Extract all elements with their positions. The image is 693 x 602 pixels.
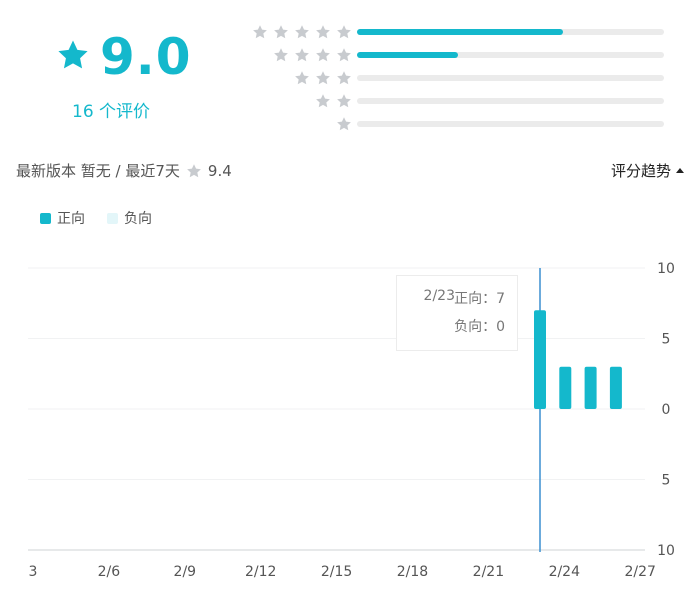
caret-up-icon — [676, 168, 684, 173]
distribution-bar-fill — [357, 29, 563, 35]
chart-legend: 正向 负向 — [40, 208, 152, 228]
chart-tooltip: 2/23 正向：7 负向：0 — [396, 275, 518, 351]
recent-score: 9.4 — [207, 162, 232, 180]
x-tick-label: 2/27 — [624, 564, 655, 580]
legend-swatch-positive — [40, 212, 51, 224]
tooltip-positive: 正向：7 — [454, 291, 505, 307]
y-tick-label: 10 — [657, 261, 675, 277]
review-count: 16 个评价 — [72, 102, 151, 122]
star-group — [273, 47, 352, 63]
star-icon — [337, 48, 351, 62]
rating-score: 9.0 — [100, 28, 192, 86]
x-tick-label: 3 — [29, 564, 38, 580]
star-icon — [316, 94, 330, 108]
version-info: 最新版本 暂无 / 最近7天 9.4 — [16, 160, 232, 182]
y-tick-label: 5 — [662, 473, 671, 489]
distribution-row-1-star — [230, 116, 670, 132]
y-tick-label: 10 — [657, 543, 675, 559]
y-tick-label: 0 — [662, 402, 671, 418]
star-icon — [295, 71, 309, 85]
x-tick-label: 2/24 — [549, 564, 581, 580]
distribution-bar-track — [357, 121, 664, 127]
bar-positive — [584, 366, 597, 409]
star-icon — [295, 48, 309, 62]
star-icon — [274, 48, 288, 62]
star-icon — [274, 25, 288, 39]
distribution-row-3-star — [230, 70, 670, 86]
rating-trend-chart: 10 5 0 5 10 3 2/6 2/9 2/12 2/15 2/18 2/21 2/24 2/27 — [0, 255, 693, 602]
bar-positive — [534, 310, 546, 409]
tooltip-date: 2/23 — [423, 288, 455, 304]
star-group — [315, 93, 352, 109]
star-icon — [316, 48, 330, 62]
x-tick-label: 2/15 — [321, 564, 352, 580]
latest-version-text: 最新版本 暂无 / 最近7天 — [16, 162, 180, 180]
x-tick-label: 2/12 — [245, 564, 276, 580]
distribution-bar-track — [357, 29, 664, 35]
distribution-row-4-star — [230, 47, 670, 63]
legend-negative[interactable]: 负向 — [107, 208, 152, 228]
legend-negative-label: 负向 — [124, 211, 152, 227]
distribution-bar-track — [357, 98, 664, 104]
distribution-bar-fill — [357, 52, 459, 58]
distribution-bar-track — [357, 75, 664, 81]
rating-trend-toggle[interactable]: 评分趋势 — [611, 160, 685, 182]
x-tick-label: 2/6 — [98, 564, 121, 580]
star-icon — [337, 117, 351, 131]
legend-positive-label: 正向 — [57, 211, 85, 227]
tooltip-negative: 负向：0 — [454, 319, 505, 335]
x-tick-label: 2/18 — [397, 564, 428, 580]
y-tick-label: 5 — [662, 332, 671, 348]
star-icon — [316, 71, 330, 85]
distribution-row-5-star — [230, 24, 670, 40]
star-icon — [253, 25, 267, 39]
star-icon — [337, 94, 351, 108]
legend-positive[interactable]: 正向 — [40, 208, 85, 228]
x-tick-label: 2/21 — [473, 564, 504, 580]
chart-canvas: 10 5 0 5 10 3 2/6 2/9 2/12 2/15 2/18 2/21 2/24 2/27 — [28, 261, 675, 580]
star-group — [294, 70, 352, 86]
distribution-row-2-star — [230, 93, 670, 109]
x-tick-label: 2/9 — [174, 564, 197, 580]
star-icon — [316, 25, 330, 39]
bar-positive — [559, 366, 572, 409]
bar-positive — [609, 366, 622, 409]
distribution-bar-track — [357, 52, 664, 58]
star-group — [336, 116, 352, 132]
star-group — [252, 24, 352, 40]
star-icon — [187, 164, 201, 178]
star-icon — [295, 25, 309, 39]
star-icon — [337, 25, 351, 39]
rating-trend-label: 评分趋势 — [610, 162, 671, 180]
legend-swatch-negative — [107, 212, 118, 224]
star-icon — [58, 40, 88, 69]
star-icon — [337, 71, 351, 85]
